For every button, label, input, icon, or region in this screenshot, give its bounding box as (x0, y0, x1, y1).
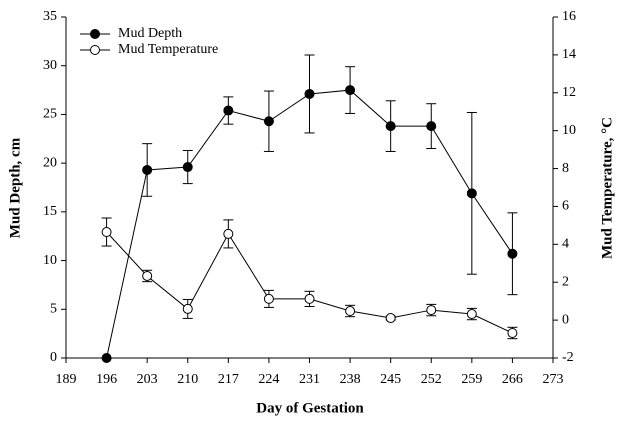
x-tick-label: 266 (502, 372, 523, 387)
data-point (142, 164, 153, 175)
y2-tick-label: 14 (562, 47, 576, 62)
data-point (345, 306, 356, 317)
data-point (304, 293, 315, 304)
y2-tick-label: 16 (562, 9, 576, 24)
legend-marker (90, 45, 100, 55)
data-point (426, 121, 437, 132)
data-point (304, 88, 315, 99)
data-point (466, 309, 477, 320)
data-point (466, 188, 477, 199)
x-tick-label: 231 (299, 372, 320, 387)
x-tick-label: 189 (56, 372, 77, 387)
data-point (223, 105, 234, 116)
y2-tick-label: -2 (562, 350, 574, 365)
y2-axis-title: Mud Temperature, °C (599, 117, 615, 259)
x-axis-title: Day of Gestation (256, 400, 364, 416)
y2-tick-label: 0 (562, 312, 569, 327)
y-axis-title: Mud Depth, cm (7, 137, 23, 238)
y-tick-label: 5 (50, 302, 57, 317)
legend-label: Mud Temperature (118, 42, 218, 57)
y2-tick-label: 2 (562, 274, 569, 289)
x-tick-label: 252 (421, 372, 442, 387)
y-tick-label: 0 (50, 350, 57, 365)
y2-tick-label: 12 (562, 85, 576, 100)
data-point (507, 327, 518, 338)
y2-tick-label: 8 (562, 161, 569, 176)
x-tick-label: 259 (461, 372, 482, 387)
y-tick-label: 20 (43, 155, 57, 170)
y-tick-label: 10 (43, 253, 57, 268)
data-point (263, 293, 274, 304)
x-tick-label: 203 (137, 372, 158, 387)
legend-label: Mud Depth (118, 26, 182, 41)
data-point (223, 228, 234, 239)
x-tick-label: 217 (218, 372, 239, 387)
y2-tick-label: 6 (562, 199, 569, 214)
data-point (263, 116, 274, 127)
data-point (101, 227, 112, 238)
x-tick-label: 273 (543, 372, 564, 387)
x-tick-label: 238 (340, 372, 361, 387)
data-point (345, 85, 356, 96)
data-point (182, 162, 193, 173)
data-point (426, 305, 437, 316)
y2-tick-label: 10 (562, 123, 576, 138)
data-point (142, 270, 153, 281)
x-tick-label: 224 (258, 372, 279, 387)
x-tick-label: 210 (177, 372, 198, 387)
series-line (106, 231, 513, 334)
x-tick-label: 196 (96, 372, 117, 387)
y-tick-label: 30 (43, 58, 57, 73)
legend-marker (90, 29, 100, 39)
y2-tick-label: 4 (562, 237, 569, 252)
data-point (385, 121, 396, 132)
data-point (507, 248, 518, 259)
x-tick-label: 245 (380, 372, 401, 387)
y-tick-label: 15 (43, 204, 57, 219)
y-tick-label: 25 (43, 107, 57, 122)
data-point (101, 353, 112, 363)
y-tick-label: 35 (43, 9, 57, 24)
data-point (182, 303, 193, 314)
data-point (385, 313, 396, 324)
